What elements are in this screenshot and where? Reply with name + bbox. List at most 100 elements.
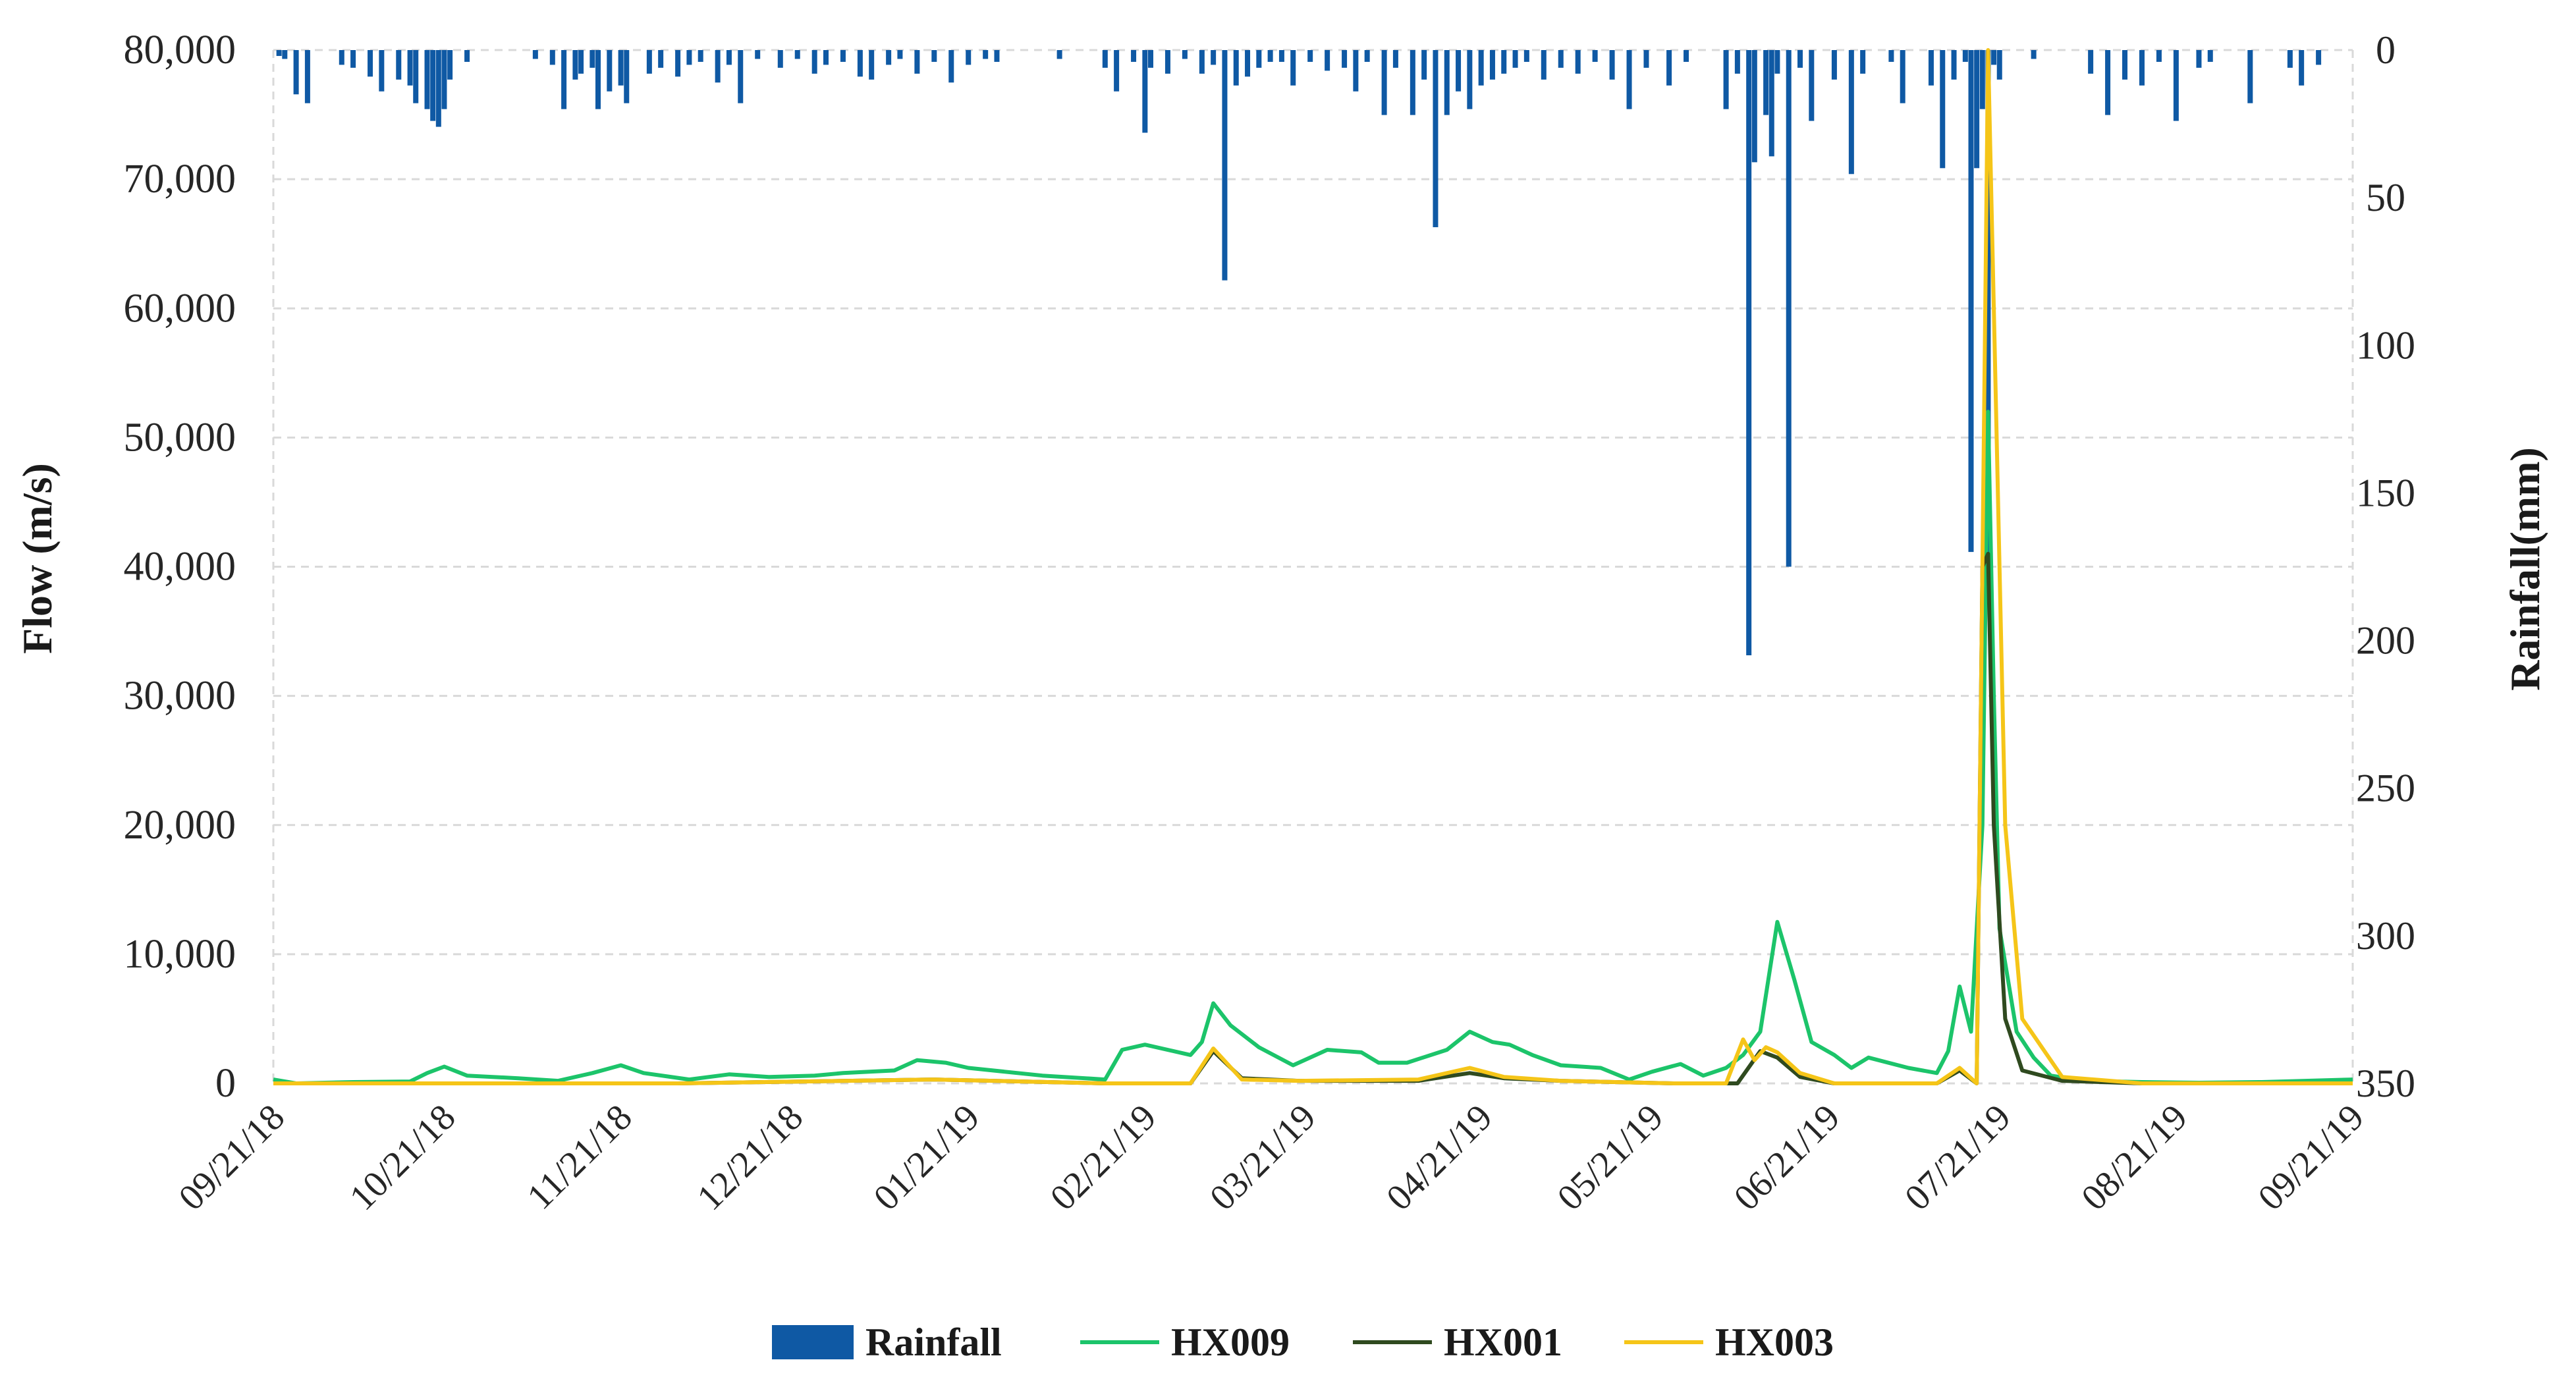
- rainfall-bar: [1392, 50, 1398, 68]
- rainfall-bar: [686, 50, 692, 65]
- rainfall-bar: [413, 50, 419, 103]
- rainfall-bar: [424, 50, 430, 109]
- rainfall-bar: [1233, 50, 1239, 86]
- rainfall-bar: [1974, 50, 1980, 169]
- y-axis-right-title: Rainfall(mm): [2502, 447, 2548, 691]
- rainfall-bar: [755, 50, 761, 59]
- rainfall-bar: [293, 50, 299, 95]
- rainfall-bar: [304, 50, 310, 103]
- rainfall-bar: [994, 50, 1000, 62]
- rainfall-bar: [1421, 50, 1427, 80]
- rainfall-bar: [1985, 50, 1991, 567]
- rainfall-bar: [572, 50, 578, 80]
- rainfall-bar: [1774, 50, 1780, 74]
- rainfall-bar: [447, 50, 453, 80]
- rainfall-bar: [1523, 50, 1529, 62]
- rainfall-bar: [435, 50, 441, 127]
- rainfall-bar: [1684, 50, 1689, 62]
- rainfall-bar: [589, 50, 595, 68]
- rainfall-bar: [2139, 50, 2145, 86]
- rainfall-bar: [1165, 50, 1170, 74]
- rainfall-bar: [1900, 50, 1905, 103]
- rainfall-bar: [777, 50, 783, 68]
- rainfall-bar: [339, 50, 344, 65]
- y-left-tick-label: 30,000: [124, 674, 236, 719]
- rainfall-bar: [869, 50, 875, 80]
- rainfall-bar: [1147, 50, 1153, 68]
- rainfall-bar: [1541, 50, 1547, 80]
- rainfall-bar: [1968, 50, 1974, 553]
- rainfall-bar: [1102, 50, 1108, 68]
- rainfall-bar: [1951, 50, 1957, 80]
- rainfall-bar: [2156, 50, 2162, 62]
- rainfall-bar: [1643, 50, 1649, 68]
- y-left-tick-label: 60,000: [124, 286, 236, 331]
- y-left-tick-label: 40,000: [124, 545, 236, 589]
- rainfall-bar: [1222, 50, 1228, 281]
- rainfall-bar: [2173, 50, 2179, 121]
- x-tick-label: 06/21/19: [1726, 1097, 1848, 1218]
- x-tick-label: 01/21/19: [866, 1097, 988, 1218]
- legend-swatch-rainfall: [772, 1325, 854, 1359]
- y-right-tick-label: 50: [2366, 176, 2405, 219]
- rainfall-bar: [1267, 50, 1273, 62]
- rainfall-bar: [2316, 50, 2322, 65]
- y-left-tick-label: 0: [215, 1061, 236, 1106]
- rainfall-bar: [1342, 50, 1348, 68]
- rainfall-bar: [2105, 50, 2111, 115]
- y-left-tick-label: 10,000: [124, 932, 236, 977]
- rainfall-bar: [1478, 50, 1484, 86]
- rainfall-bar: [1325, 50, 1330, 71]
- rainfall-bar: [430, 50, 436, 121]
- x-tick-label: 02/21/19: [1043, 1097, 1165, 1218]
- rainfall-bar: [1940, 50, 1946, 169]
- series-line-hx009: [273, 410, 2353, 1085]
- rainfall-bars: [276, 50, 2322, 655]
- rainfall-bar: [1245, 50, 1251, 77]
- rainfall-bar: [1364, 50, 1370, 62]
- rainfall-bar: [1433, 50, 1439, 227]
- rainfall-bar: [1353, 50, 1359, 92]
- rainfall-bar: [2287, 50, 2293, 68]
- rainfall-bar: [931, 50, 937, 62]
- y-right-tick-label: 200: [2356, 619, 2415, 663]
- flow-lines: [273, 48, 2353, 1085]
- y-left-tick-label: 80,000: [124, 28, 236, 72]
- x-tick-label: 10/21/18: [342, 1097, 464, 1218]
- legend-label-hx001: HX001: [1444, 1320, 1562, 1364]
- rainfall-bar: [966, 50, 972, 65]
- x-tick-label: 09/21/19: [2251, 1097, 2372, 1218]
- rainfall-bar: [1768, 50, 1774, 157]
- rainfall-bar: [1256, 50, 1262, 68]
- rainfall-bar: [646, 50, 652, 74]
- rainfall-bar: [983, 50, 989, 59]
- rainfall-bar: [1809, 50, 1815, 121]
- rainfall-bar: [464, 50, 470, 62]
- rainfall-bar: [578, 50, 584, 74]
- rainfall-bar: [2088, 50, 2094, 74]
- y-left-tick-label: 50,000: [124, 415, 236, 460]
- legend-label-rainfall: Rainfall: [865, 1320, 1002, 1364]
- y-left-tick-label: 20,000: [124, 803, 236, 848]
- rainfall-bar: [1558, 50, 1564, 68]
- rainfall-bar: [1996, 50, 2002, 80]
- rainfall-bar: [1467, 50, 1473, 109]
- rainfall-bar: [1307, 50, 1313, 62]
- axis-ticks: 80,000 70,000 60,000 50,000 40,000 30,000 20,0…: [124, 28, 2416, 1218]
- rainfall-bar: [1751, 50, 1757, 163]
- rainfall-bar: [1888, 50, 1894, 62]
- rainfall-bar: [1489, 50, 1495, 80]
- y-left-tick-label: 70,000: [124, 157, 236, 202]
- rainfall-bar: [1131, 50, 1137, 62]
- y-right-tick-label: 300: [2356, 914, 2415, 958]
- y-right-tick-label: 250: [2356, 767, 2415, 810]
- rainfall-bar: [595, 50, 601, 109]
- y-right-tick-label: 150: [2356, 471, 2415, 514]
- rainfall-bar: [948, 50, 954, 83]
- rainfall-bar: [2207, 50, 2213, 62]
- rainfall-bar: [1786, 50, 1792, 567]
- rainfall-bar: [726, 50, 732, 65]
- rainfall-bar: [1797, 50, 1803, 68]
- x-tick-label: 05/21/19: [1550, 1097, 1672, 1218]
